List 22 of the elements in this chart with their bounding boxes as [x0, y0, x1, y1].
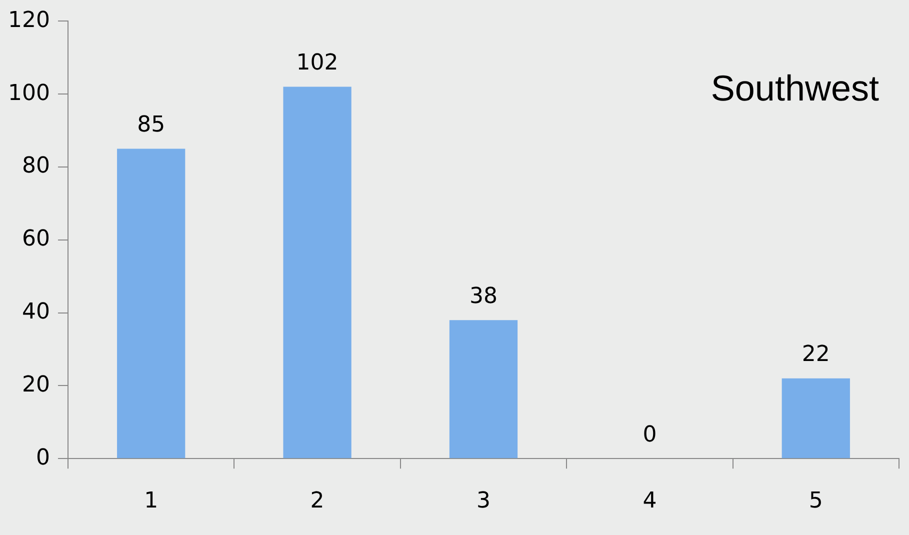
data-label: 85 — [137, 112, 166, 138]
bar — [283, 86, 352, 458]
x-tick-label: 1 — [144, 488, 158, 514]
text: Southwest — [710, 67, 879, 108]
data-label: 0 — [642, 422, 657, 448]
y-tick-label: 40 — [22, 300, 50, 325]
y-tick-label: 60 — [22, 226, 50, 252]
x-tick-label: 3 — [476, 488, 490, 514]
y-tick-label: 80 — [22, 154, 50, 179]
y-tick-label: 0 — [36, 445, 50, 470]
y-tick-label: 100 — [8, 80, 50, 106]
bar — [782, 378, 850, 458]
data-label: 38 — [469, 284, 498, 309]
data-label: 102 — [296, 50, 338, 76]
data-label: 22 — [802, 342, 830, 368]
x-tick-label: 4 — [642, 488, 657, 514]
bar — [117, 148, 186, 458]
x-tick-label: 2 — [310, 488, 324, 514]
y-tick-label: 120 — [8, 8, 50, 33]
x-tick-label: 5 — [808, 488, 823, 514]
y-tick-label: 20 — [22, 372, 50, 398]
bar — [449, 320, 518, 458]
